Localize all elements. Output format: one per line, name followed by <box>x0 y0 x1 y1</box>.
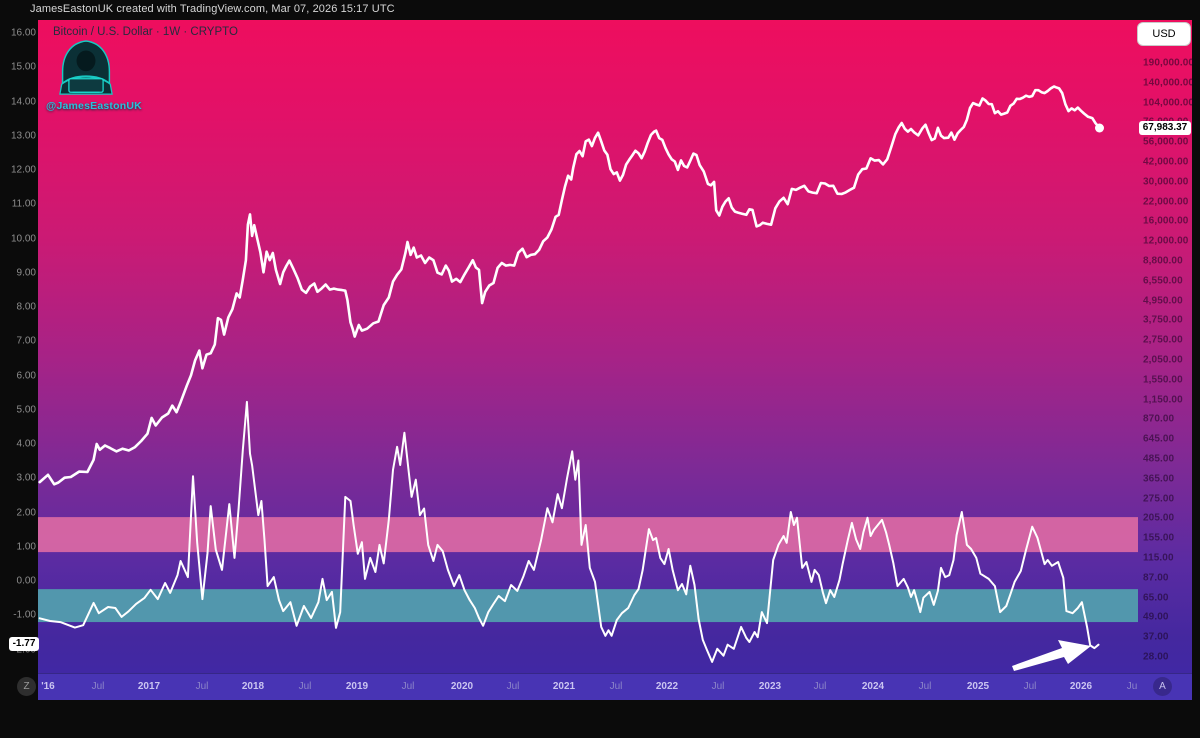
right-axis-label: 8,800.00 <box>1143 255 1183 267</box>
footer-bar: TradingView <box>0 700 1200 738</box>
right-axis-label: 28.00 <box>1143 651 1169 663</box>
hacker-watermark-icon <box>59 40 113 95</box>
time-tick-year: 2019 <box>345 681 369 692</box>
currency-usd-button[interactable]: USD <box>1137 22 1191 46</box>
right-axis-label: 365.00 <box>1143 473 1175 485</box>
time-tick-year: 2022 <box>655 681 679 692</box>
time-tick-month: Jul <box>918 681 932 692</box>
time-tick-month: Jul <box>298 681 312 692</box>
right-axis-label: 870.00 <box>1143 413 1175 425</box>
right-axis-label: 115.00 <box>1143 552 1174 564</box>
right-axis-label: 30,000.00 <box>1143 176 1189 188</box>
watermark-handle: @JamesEastonUK <box>46 100 142 112</box>
left-axis-label: 11.00 <box>11 198 36 210</box>
auto-scale-button[interactable]: A <box>1153 677 1172 696</box>
time-tick-month: Jul <box>813 681 827 692</box>
right-axis-label: 37.00 <box>1143 631 1169 643</box>
right-axis-label: 6,550.00 <box>1143 275 1183 287</box>
time-tick-month: Jul <box>401 681 415 692</box>
left-scale-mode-button[interactable]: Z <box>17 677 36 696</box>
right-axis-label: 1,150.00 <box>1143 394 1183 406</box>
left-axis-label: 16.00 <box>10 27 36 39</box>
time-tick-month: Jul <box>1023 681 1037 692</box>
left-axis-label: 3.00 <box>16 472 36 484</box>
right-axis-label: 22,000.00 <box>1143 196 1189 208</box>
right-axis-label: 1,550.00 <box>1143 374 1183 386</box>
right-axis-label: 4,950.00 <box>1143 295 1183 307</box>
right-axis-label: 87.00 <box>1143 572 1169 584</box>
right-axis-label: 190,000.00 <box>1143 57 1195 69</box>
time-tick-year: 2017 <box>137 681 161 692</box>
right-axis-label: 2,750.00 <box>1143 334 1183 346</box>
left-axis-label: 4.00 <box>16 438 36 450</box>
right-axis-label: 65.00 <box>1143 592 1169 604</box>
chart-canvas[interactable] <box>38 20 1192 700</box>
left-axis-label: -1.00 <box>13 609 36 621</box>
right-axis-label: 16,000.00 <box>1143 215 1189 227</box>
time-tick-year: 2018 <box>241 681 265 692</box>
last-price-label: 67,983.37 <box>1139 121 1191 135</box>
time-tick-year: 2026 <box>1069 681 1093 692</box>
left-axis-label: 14.00 <box>10 96 36 107</box>
right-axis-label: 205.00 <box>1143 512 1175 524</box>
time-tick-year: '16 <box>41 681 55 692</box>
right-axis-label: 2,050.00 <box>1143 354 1183 366</box>
time-tick-year: 2024 <box>861 681 885 692</box>
left-axis-label: 0.00 <box>16 575 36 587</box>
left-axis-label: 1.00 <box>16 541 36 553</box>
right-axis-label: 42,000.00 <box>1143 156 1189 168</box>
left-axis-label: 7.00 <box>16 335 36 347</box>
right-axis-label: 155.00 <box>1143 532 1175 544</box>
right-axis-label: 140,000.00 <box>1143 77 1195 89</box>
time-tick-month: Jul <box>609 681 623 692</box>
time-axis[interactable]: '16 Jul 2017 Jul 2018 Jul 2019 Jul 2020 Jul 2021 Ju… <box>38 673 1192 701</box>
time-tick-month: Jul <box>711 681 725 692</box>
left-axis-label: 13.00 <box>10 130 36 142</box>
right-axis-label: 645.00 <box>1143 433 1175 445</box>
left-axis-label: 5.00 <box>16 404 36 416</box>
time-tick-year: 2021 <box>552 681 576 692</box>
left-axis-label: 9.00 <box>16 267 36 279</box>
left-axis-label: 12.00 <box>10 164 36 176</box>
time-tick-month: Jul <box>195 681 209 692</box>
symbol-title: Bitcoin / U.S. Dollar · 1W · CRYPTO <box>53 26 238 38</box>
attribution-text: JamesEastonUK created with TradingView.c… <box>30 3 395 15</box>
right-axis-label: 56,000.00 <box>1143 136 1189 148</box>
attribution-bar: JamesEastonUK created with TradingView.c… <box>0 0 1200 20</box>
time-tick-year: 2025 <box>966 681 990 692</box>
left-axis-label: 10.00 <box>10 233 36 244</box>
left-axis-label: 2.00 <box>16 507 36 518</box>
time-tick-month: Jul <box>506 681 520 692</box>
right-axis-label: 49.00 <box>1143 611 1169 623</box>
time-tick-month: Ju <box>1126 681 1138 692</box>
indicator-value-label: -1.77 <box>9 637 39 651</box>
right-axis-label: 104,000.00 <box>1143 97 1195 109</box>
left-axis-label: 6.00 <box>16 370 36 381</box>
right-axis-label: 275.00 <box>1143 493 1175 505</box>
left-axis-label: 8.00 <box>16 301 36 313</box>
time-tick-year: 2020 <box>450 681 474 692</box>
time-tick-year: 2023 <box>758 681 782 692</box>
left-axis-label: 15.00 <box>10 61 36 73</box>
time-tick-month: Jul <box>91 681 105 692</box>
right-axis-label: 12,000.00 <box>1143 235 1189 247</box>
right-axis-label: 485.00 <box>1143 453 1175 465</box>
right-axis-label: 3,750.00 <box>1143 314 1183 326</box>
